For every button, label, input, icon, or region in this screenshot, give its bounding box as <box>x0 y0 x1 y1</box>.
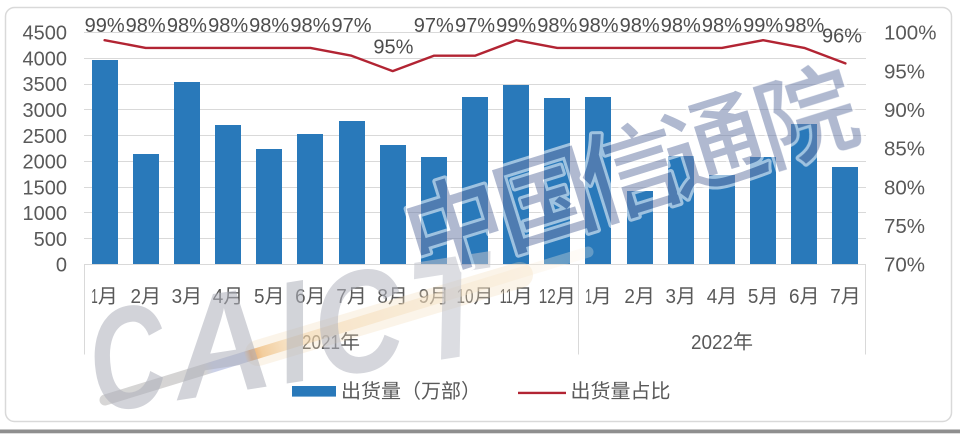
svg-text:2: 2 <box>131 286 142 308</box>
svg-text:97%: 97% <box>331 15 371 37</box>
svg-text:98%: 98% <box>702 15 742 37</box>
svg-text:75%: 75% <box>884 215 925 238</box>
svg-text:90%: 90% <box>884 99 925 122</box>
svg-text:99%: 99% <box>743 15 783 37</box>
svg-text:97%: 97% <box>455 15 495 37</box>
svg-text:4: 4 <box>213 286 224 308</box>
svg-text:3: 3 <box>666 286 677 308</box>
svg-text:98%: 98% <box>537 15 577 37</box>
svg-text:95%: 95% <box>373 36 413 58</box>
svg-text:2500: 2500 <box>23 126 68 148</box>
svg-text:96%: 96% <box>822 25 862 47</box>
svg-text:1500: 1500 <box>23 177 68 199</box>
svg-text:98%: 98% <box>784 15 824 37</box>
svg-text:12: 12 <box>539 286 556 308</box>
svg-text:0: 0 <box>56 255 67 277</box>
svg-text:98%: 98% <box>661 15 701 37</box>
svg-text:1: 1 <box>585 286 592 308</box>
svg-text:3500: 3500 <box>23 74 68 96</box>
svg-text:5: 5 <box>748 286 759 308</box>
svg-text:4500: 4500 <box>23 23 68 45</box>
svg-text:7: 7 <box>336 286 347 308</box>
svg-text:6: 6 <box>789 286 800 308</box>
svg-text:4000: 4000 <box>23 49 68 71</box>
svg-text:100%: 100% <box>884 22 936 45</box>
svg-text:80%: 80% <box>884 176 925 199</box>
svg-text:7: 7 <box>830 286 841 308</box>
svg-text:98%: 98% <box>578 15 618 37</box>
svg-text:98%: 98% <box>620 15 660 37</box>
svg-text:85%: 85% <box>884 138 925 161</box>
svg-text:2000: 2000 <box>23 152 68 174</box>
svg-text:70%: 70% <box>884 254 925 277</box>
svg-text:500: 500 <box>34 229 67 251</box>
svg-text:98%: 98% <box>126 15 166 37</box>
svg-text:95%: 95% <box>884 60 925 83</box>
svg-text:98%: 98% <box>208 15 248 37</box>
svg-text:2022: 2022 <box>691 332 733 354</box>
svg-text:1000: 1000 <box>23 203 68 225</box>
svg-text:1: 1 <box>91 286 98 308</box>
svg-text:97%: 97% <box>414 15 454 37</box>
svg-text:4: 4 <box>707 286 718 308</box>
svg-text:5: 5 <box>254 286 265 308</box>
svg-text:8: 8 <box>377 286 388 308</box>
svg-text:3: 3 <box>172 286 183 308</box>
svg-text:99%: 99% <box>85 15 125 37</box>
svg-text:11: 11 <box>500 286 513 308</box>
svg-text:98%: 98% <box>249 15 289 37</box>
svg-text:99%: 99% <box>496 15 536 37</box>
svg-text:6: 6 <box>295 286 306 308</box>
svg-text:98%: 98% <box>167 15 207 37</box>
svg-text:98%: 98% <box>290 15 330 37</box>
svg-text:2: 2 <box>624 286 635 308</box>
svg-text:3000: 3000 <box>23 100 68 122</box>
